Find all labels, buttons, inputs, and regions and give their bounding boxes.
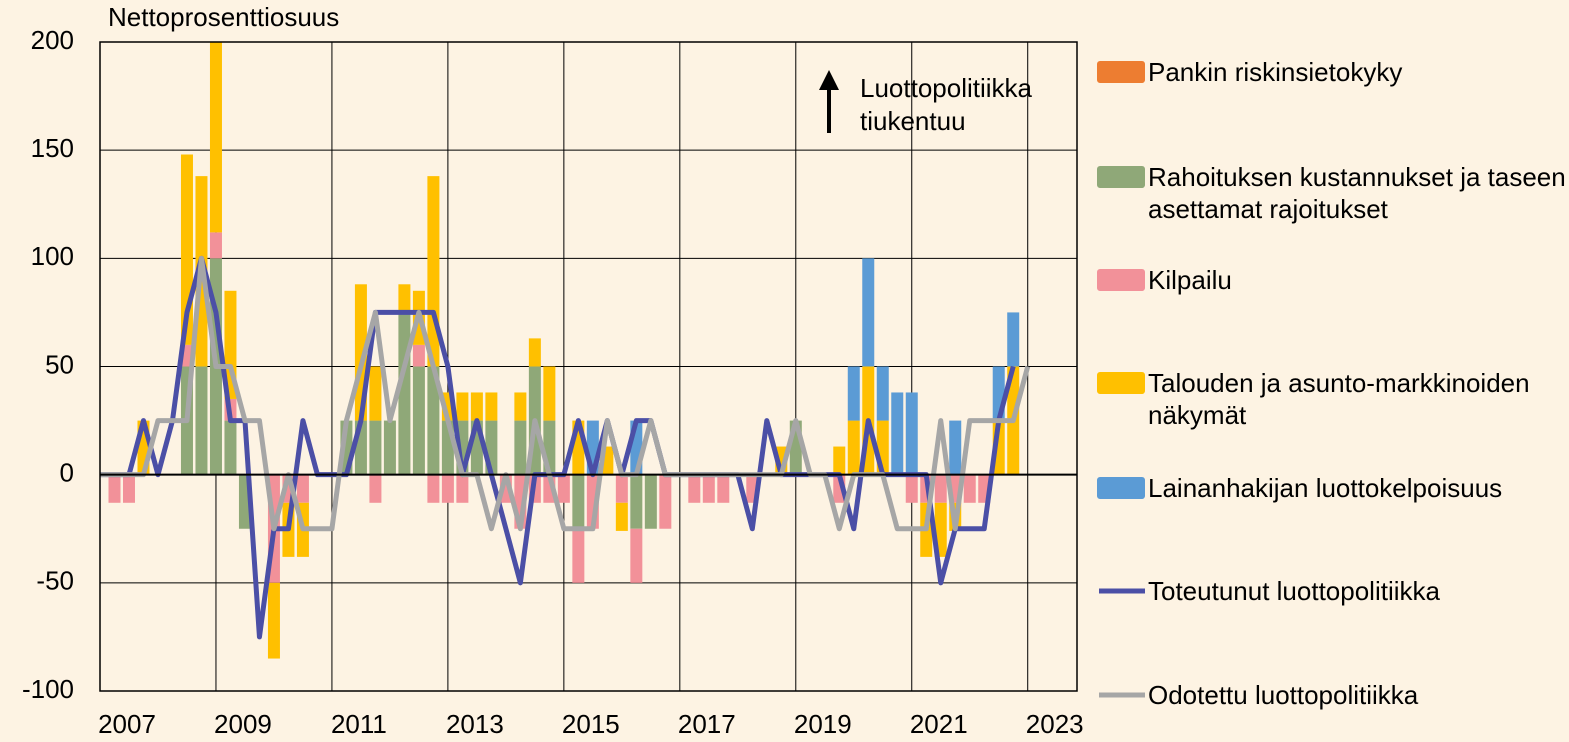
bar	[383, 420, 396, 475]
bar	[630, 474, 643, 529]
legend-swatch	[1097, 372, 1145, 394]
bar	[949, 420, 962, 475]
bar	[441, 474, 454, 503]
bar	[369, 474, 382, 503]
bar	[412, 366, 425, 475]
bar	[209, 42, 222, 233]
bar	[122, 474, 135, 503]
bar	[630, 528, 643, 583]
bar	[514, 420, 527, 475]
legend-label: Odotettu luottopolitiikka	[1148, 680, 1419, 710]
x-tick-label: 2015	[562, 709, 620, 739]
legend-label: Rahoituksen kustannukset ja taseen asett…	[1148, 162, 1566, 224]
y-axis-label: Nettoprosenttiosuus	[108, 2, 339, 32]
legend-label: Lainanhakijan luottokelpoisuus	[1148, 473, 1503, 503]
bar	[615, 474, 628, 503]
y-tick-label: -50	[36, 566, 74, 596]
bar	[456, 474, 469, 503]
y-tick-label: 200	[31, 25, 74, 55]
bar	[369, 366, 382, 421]
x-tick-label: 2011	[331, 709, 387, 739]
legend-swatch	[1097, 269, 1145, 291]
legend-label: Talouden ja asunto-markkinoiden näkymät	[1148, 368, 1530, 430]
x-tick-label: 2021	[910, 709, 968, 739]
bar	[833, 446, 846, 475]
bar	[847, 366, 860, 421]
annotation: Luottopolitiikka tiukentuu	[860, 73, 1032, 136]
bar	[543, 366, 556, 421]
x-tick-label: 2023	[1026, 709, 1084, 739]
x-tick-label: 2013	[446, 709, 504, 739]
bar	[485, 392, 498, 421]
bar	[412, 344, 425, 367]
bar	[891, 392, 904, 475]
bar	[528, 338, 541, 367]
y-tick-label: 0	[60, 458, 74, 488]
bar	[644, 474, 657, 529]
plot-border	[99, 41, 1078, 692]
bar	[659, 474, 672, 529]
bar	[427, 176, 440, 367]
bar	[296, 474, 309, 503]
x-tick-label: 2009	[214, 709, 272, 739]
bar	[470, 392, 483, 421]
bar	[1007, 312, 1020, 367]
bar	[702, 474, 715, 503]
bar	[934, 474, 947, 503]
x-tick-label: 2007	[98, 709, 156, 739]
bar	[427, 366, 440, 475]
bar	[398, 284, 411, 313]
bar	[963, 474, 976, 503]
bar	[876, 366, 889, 421]
bar	[847, 420, 860, 475]
bar	[717, 474, 730, 503]
bar	[688, 474, 701, 503]
bar	[615, 502, 628, 531]
y-tick-label: 100	[31, 241, 74, 271]
arrow-head	[819, 70, 839, 90]
bar	[369, 420, 382, 475]
bar	[427, 474, 440, 503]
bar	[572, 528, 585, 583]
bar	[398, 312, 411, 475]
bar	[224, 420, 237, 475]
bar	[195, 366, 208, 475]
bar	[905, 474, 918, 503]
legend-swatch	[1097, 477, 1145, 499]
x-tick-label: 2019	[794, 709, 852, 739]
bar	[862, 258, 875, 367]
legend-swatch	[1097, 61, 1145, 83]
bar	[557, 474, 570, 503]
legend-swatch	[1097, 166, 1145, 188]
legend-label: Kilpailu	[1148, 265, 1232, 295]
y-tick-label: -100	[22, 674, 74, 704]
y-tick-label: 150	[31, 133, 74, 163]
x-tick-label: 2017	[678, 709, 736, 739]
line	[100, 255, 1016, 640]
bar	[572, 474, 585, 529]
bar	[514, 392, 527, 421]
bar	[209, 232, 222, 259]
legend-label: Toteutunut luottopolitiikka	[1148, 576, 1440, 606]
bar	[267, 582, 280, 659]
legend-label: Pankin riskinsietokyky	[1148, 57, 1403, 87]
bar	[456, 392, 469, 421]
bar	[108, 474, 121, 503]
y-tick-label: 50	[45, 349, 74, 379]
bar	[905, 392, 918, 475]
